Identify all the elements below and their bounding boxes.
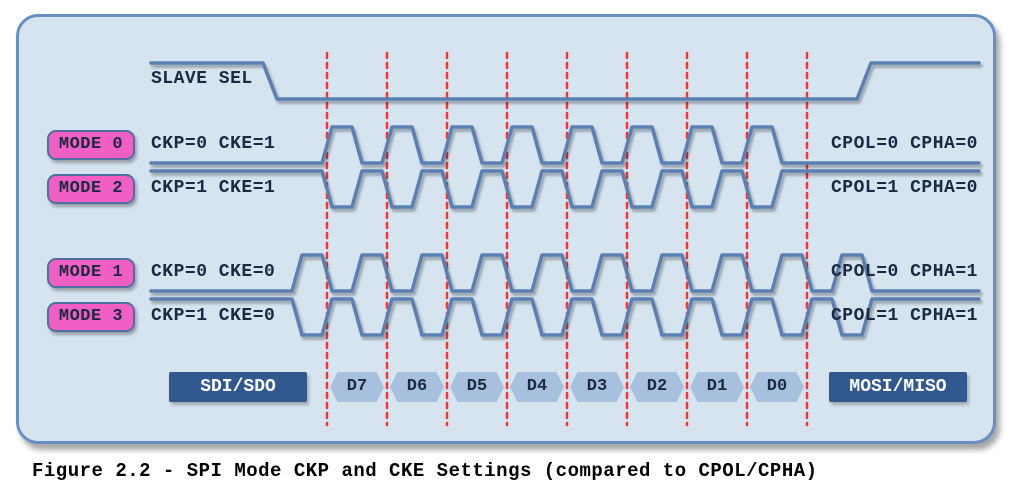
cpol-label-0: CPOL=0 CPHA=0 bbox=[831, 134, 978, 154]
bit-D5: D5 bbox=[450, 372, 504, 402]
figure-wrap: SLAVE SEL MODE 0 CKP=0 CKE=1 CPOL=0 CPHA=0 M… bbox=[0, 0, 1013, 501]
slave-sel-label: SLAVE SEL bbox=[151, 69, 253, 89]
bit-D4: D4 bbox=[510, 372, 564, 402]
bit-D3: D3 bbox=[570, 372, 624, 402]
mode-tag-2: MODE 1 bbox=[47, 258, 135, 288]
cpol-label-3: CPOL=1 CPHA=1 bbox=[831, 306, 978, 326]
figure-caption: Figure 2.2 - SPI Mode CKP and CKE Settin… bbox=[32, 460, 818, 482]
bit-D7: D7 bbox=[330, 372, 384, 402]
sdi-label: SDI/SDO bbox=[169, 372, 307, 402]
cpol-label-1: CPOL=1 CPHA=0 bbox=[831, 178, 978, 198]
mode-tag-1: MODE 2 bbox=[47, 174, 135, 204]
ckp-label-3: CKP=1 CKE=0 bbox=[151, 306, 275, 326]
bit-D2: D2 bbox=[630, 372, 684, 402]
mode-tag-3: MODE 3 bbox=[47, 302, 135, 332]
bit-D6: D6 bbox=[390, 372, 444, 402]
diagram-panel: SLAVE SEL MODE 0 CKP=0 CKE=1 CPOL=0 CPHA=0 M… bbox=[16, 14, 996, 444]
ckp-label-1: CKP=1 CKE=1 bbox=[151, 178, 275, 198]
bit-D0: D0 bbox=[750, 372, 804, 402]
bit-D1: D1 bbox=[690, 372, 744, 402]
mosi-label: MOSI/MISO bbox=[829, 372, 967, 402]
ckp-label-2: CKP=0 CKE=0 bbox=[151, 262, 275, 282]
cpol-label-2: CPOL=0 CPHA=1 bbox=[831, 262, 978, 282]
mode-tag-0: MODE 0 bbox=[47, 130, 135, 160]
ckp-label-0: CKP=0 CKE=1 bbox=[151, 134, 275, 154]
